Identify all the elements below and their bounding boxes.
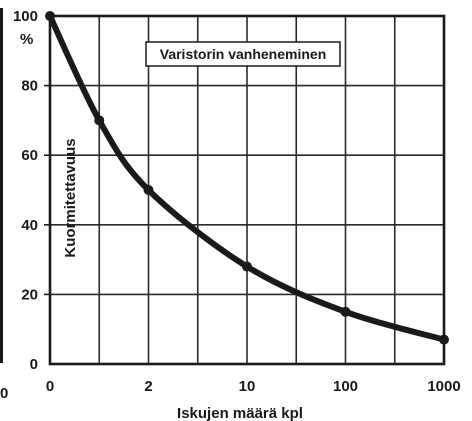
y-tick-label: 80 xyxy=(21,78,38,95)
left-edge-line xyxy=(0,8,3,363)
x-tick-label: 10 xyxy=(239,378,256,395)
y-tick-label: 20 xyxy=(21,286,38,303)
data-point xyxy=(340,306,351,317)
grid xyxy=(50,16,444,364)
plot-border xyxy=(48,14,446,366)
data-point xyxy=(143,185,154,195)
y-axis-label: Kuormitettavuus xyxy=(62,138,79,257)
y-tick-labels: 0 20 40 60 80 100 xyxy=(13,8,50,373)
y-tick-label: 0 xyxy=(30,356,38,373)
y-tick-label: 60 xyxy=(21,147,38,164)
x-axis-label: Iskujen määrä kpl xyxy=(177,405,303,421)
x-tick-label: 1000 xyxy=(427,378,460,395)
data-point xyxy=(439,334,449,345)
left-edge-label: 0 xyxy=(0,385,8,402)
y-tick-label: 40 xyxy=(21,217,38,234)
chart-title-box: Varistorin vanheneminen xyxy=(145,41,341,67)
series-line xyxy=(47,13,447,343)
chart-title-frame xyxy=(145,41,341,67)
y-tick-label: 100 xyxy=(13,8,38,25)
data-point xyxy=(94,115,105,126)
plot-frame xyxy=(48,14,446,366)
x-tick-label: 100 xyxy=(333,378,358,395)
chart-title: Varistorin vanheneminen xyxy=(160,46,327,62)
x-tick-labels: 0 2 10 100 1000 xyxy=(46,378,461,395)
series-group xyxy=(45,11,449,345)
data-point xyxy=(242,261,252,272)
x-tick-label: 0 xyxy=(46,378,54,395)
y-unit-label: % xyxy=(20,31,33,48)
data-point xyxy=(45,11,55,21)
x-tick-label: 2 xyxy=(144,378,152,395)
